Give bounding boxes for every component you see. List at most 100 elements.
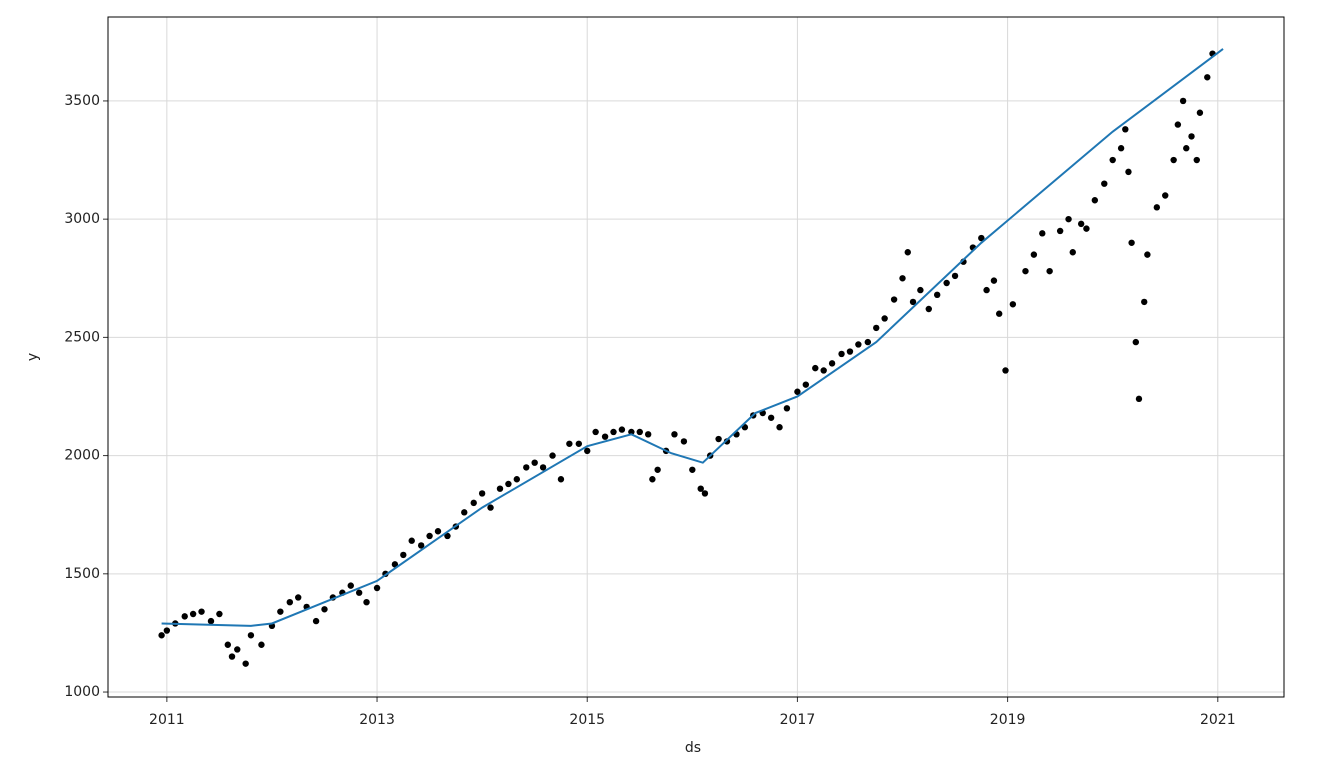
data-point xyxy=(539,464,547,471)
data-point xyxy=(802,381,810,388)
data-point xyxy=(531,459,538,466)
y-tick-label: 2000 xyxy=(64,448,100,464)
data-point xyxy=(1101,180,1108,187)
data-point xyxy=(909,298,917,306)
data-point xyxy=(1077,220,1085,228)
data-point xyxy=(513,476,521,483)
data-point xyxy=(1141,298,1148,306)
data-point xyxy=(158,632,165,639)
data-point xyxy=(812,364,819,372)
data-point xyxy=(557,476,565,483)
scatter-series xyxy=(158,50,1216,667)
data-point xyxy=(234,646,241,653)
data-point xyxy=(636,428,643,436)
data-point xyxy=(228,653,236,660)
data-point xyxy=(592,428,599,436)
data-point xyxy=(1183,145,1190,152)
data-point xyxy=(408,537,415,544)
data-point xyxy=(1144,251,1151,258)
data-point xyxy=(723,438,731,445)
data-point xyxy=(820,367,827,374)
data-point xyxy=(1193,156,1200,164)
data-point xyxy=(1002,367,1009,374)
data-point xyxy=(575,440,583,447)
x-axis-label: ds xyxy=(685,740,701,756)
data-point xyxy=(715,435,722,443)
y-tick-label: 1000 xyxy=(64,684,100,700)
data-point xyxy=(1179,97,1187,105)
data-point xyxy=(855,341,862,348)
data-point xyxy=(1117,145,1125,152)
data-point xyxy=(689,466,696,473)
data-point xyxy=(355,589,363,596)
y-tick-label: 2500 xyxy=(64,329,100,345)
data-point xyxy=(1135,395,1143,403)
data-point xyxy=(628,428,635,436)
trend-line xyxy=(161,48,1224,627)
data-point xyxy=(1132,338,1140,346)
data-point xyxy=(1196,109,1204,116)
data-point xyxy=(917,286,924,294)
data-point xyxy=(207,617,215,625)
data-point xyxy=(417,542,425,549)
data-point xyxy=(1009,301,1017,308)
data-point xyxy=(1125,168,1132,176)
data-point xyxy=(1022,267,1029,275)
data-point xyxy=(649,476,656,483)
data-point xyxy=(601,433,609,440)
data-point xyxy=(904,249,911,256)
data-point xyxy=(242,660,249,667)
data-point xyxy=(1065,215,1072,223)
plot-frame xyxy=(107,16,1285,698)
data-point xyxy=(838,350,845,358)
x-tick-label: 2015 xyxy=(569,712,605,728)
data-point xyxy=(864,338,872,346)
data-point xyxy=(1056,227,1064,235)
data-point xyxy=(1030,251,1038,258)
data-point xyxy=(312,617,320,625)
data-point xyxy=(189,610,197,618)
data-point xyxy=(899,275,906,282)
data-point xyxy=(1122,126,1129,133)
data-point xyxy=(783,405,791,412)
data-point xyxy=(247,632,255,639)
data-point xyxy=(224,641,232,648)
data-point xyxy=(610,428,617,436)
y-tick-label: 3000 xyxy=(64,211,100,227)
data-point xyxy=(995,310,1003,317)
data-point xyxy=(1188,133,1195,140)
data-point xyxy=(461,509,468,516)
data-point xyxy=(295,594,302,601)
data-point xyxy=(1153,204,1161,211)
data-point xyxy=(258,641,265,648)
data-point xyxy=(523,464,530,471)
data-point xyxy=(584,447,591,455)
data-point xyxy=(549,452,556,459)
x-tick-label: 2021 xyxy=(1200,712,1236,728)
data-point xyxy=(873,324,880,332)
y-tick-label: 1500 xyxy=(64,566,100,582)
x-tick-label: 2013 xyxy=(359,712,395,728)
data-point xyxy=(1170,156,1177,164)
data-point xyxy=(1204,74,1211,81)
data-point xyxy=(978,234,985,242)
data-point xyxy=(890,296,898,303)
data-point xyxy=(1083,225,1090,232)
data-point xyxy=(363,598,370,606)
data-point xyxy=(951,272,959,280)
data-point xyxy=(925,305,932,313)
data-point xyxy=(321,606,328,613)
data-point xyxy=(181,613,188,620)
data-point xyxy=(1069,249,1076,256)
data-point xyxy=(163,627,171,634)
data-point xyxy=(426,532,433,540)
data-point xyxy=(444,532,451,540)
y-axis-label: y xyxy=(25,353,41,361)
data-point xyxy=(400,551,407,559)
data-point xyxy=(776,424,783,431)
data-point xyxy=(496,485,504,492)
data-point xyxy=(505,480,512,488)
x-tick-label: 2011 xyxy=(149,712,185,728)
data-point xyxy=(644,431,652,438)
data-point xyxy=(767,414,775,421)
